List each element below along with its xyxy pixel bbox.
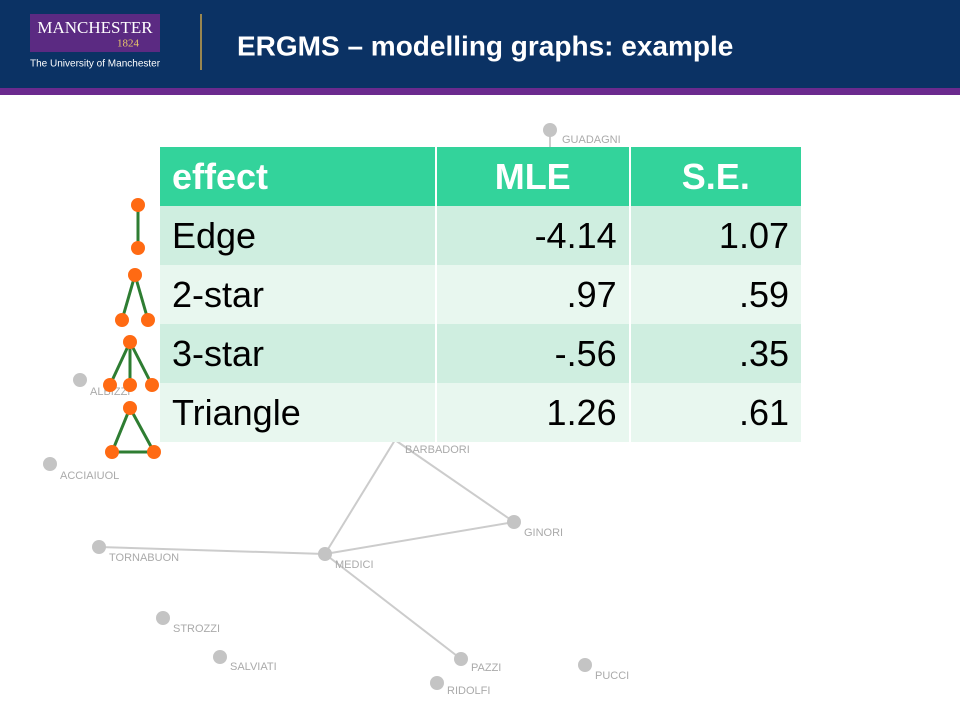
node <box>454 652 468 666</box>
logo-name: MANCHESTER <box>37 18 153 37</box>
node-label: RIDOLFI <box>447 685 490 697</box>
table-cell: Triangle <box>160 383 437 442</box>
node-label: MEDICI <box>335 559 374 571</box>
logo-subtitle: The University of Manchester <box>30 59 161 70</box>
motif-triangle <box>109 404 157 454</box>
table-cell: 1.26 <box>435 383 631 442</box>
table-cell: .61 <box>629 383 804 442</box>
node-label: ACCIAIUOL <box>60 470 119 482</box>
motif-node <box>123 378 137 392</box>
edge <box>324 439 396 555</box>
column-header: MLE <box>435 147 631 206</box>
motif-node <box>147 445 161 459</box>
graph-nodes <box>43 123 592 690</box>
header-row: effect MLE S.E. <box>160 147 804 206</box>
motif-edge <box>108 341 132 386</box>
edge <box>394 439 515 523</box>
node <box>156 611 170 625</box>
logo-box <box>30 14 160 52</box>
node-label: GUADAGNI <box>562 134 621 146</box>
motif-node <box>103 378 117 392</box>
motif-nodes <box>103 198 161 459</box>
motif-lines <box>108 205 157 454</box>
edge <box>324 553 462 660</box>
node-label: BARBADORI <box>405 444 470 456</box>
edge <box>98 546 326 555</box>
table-cell: Edge <box>160 206 437 265</box>
node <box>430 676 444 690</box>
node <box>578 658 592 672</box>
motif-node <box>145 378 159 392</box>
motif-node <box>131 198 145 212</box>
node-label: PUCCI <box>595 670 629 682</box>
table-cell: .59 <box>629 265 804 324</box>
header-stripe <box>0 88 960 95</box>
motif-node <box>123 335 137 349</box>
node-label: GINORI <box>524 527 563 539</box>
motif-node <box>105 445 119 459</box>
motif-node <box>115 313 129 327</box>
table-cell: -.56 <box>435 324 631 383</box>
node <box>73 373 87 387</box>
node-label: STROZZI <box>173 623 220 635</box>
node <box>507 515 521 529</box>
node-label: TORNABUON <box>109 552 179 564</box>
table-cell: .97 <box>435 265 631 324</box>
node-label: PAZZI <box>471 662 501 674</box>
node <box>543 123 557 137</box>
node-label: SALVIATI <box>230 661 277 673</box>
node <box>92 540 106 554</box>
table-cell: -4.14 <box>435 206 631 265</box>
table-cell: 3-star <box>160 324 437 383</box>
table-cell: .35 <box>629 324 804 383</box>
motif-edge <box>128 341 154 386</box>
table-row: 3-star -.56.35 <box>160 324 804 383</box>
table-cell: 2-star <box>160 265 437 324</box>
table-row: 2-star .97.59 <box>160 265 804 324</box>
node <box>43 457 57 471</box>
edge <box>324 521 515 555</box>
motif-edge <box>133 274 150 321</box>
motif-node <box>123 401 137 415</box>
table-row: Edge -4.14 1.07 <box>160 206 804 265</box>
motif-node <box>131 241 145 255</box>
node <box>318 547 332 561</box>
slide-title: ERGMS – modelling graphs: example <box>237 30 733 61</box>
column-header: S.E. <box>629 147 804 206</box>
motif-edge <box>120 274 137 321</box>
table-cell: 1.07 <box>629 206 804 265</box>
results-table: effect MLE S.E. Edge -4.14 1.07 2-star .97.59 3-… <box>160 147 804 442</box>
node <box>213 650 227 664</box>
motif-node <box>128 268 142 282</box>
motif-node <box>141 313 155 327</box>
column-header: effect <box>160 147 437 206</box>
table-row: Triangle 1.26.61 <box>160 383 804 442</box>
logo-year: 1824 <box>117 38 140 50</box>
graph-edges <box>98 130 551 660</box>
